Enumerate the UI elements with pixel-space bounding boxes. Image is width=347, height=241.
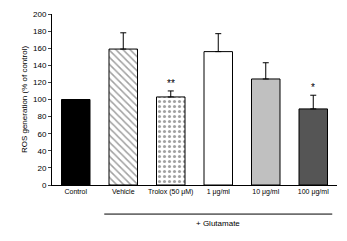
svg-text:140: 140 <box>33 61 47 70</box>
svg-text:Vehicle: Vehicle <box>112 188 135 195</box>
svg-text:1 μg/ml: 1 μg/ml <box>207 188 231 196</box>
svg-text:0: 0 <box>42 181 47 190</box>
svg-text:60: 60 <box>37 130 46 139</box>
svg-text:40: 40 <box>37 147 46 156</box>
svg-text:*: * <box>311 82 315 93</box>
svg-text:200: 200 <box>33 10 47 19</box>
svg-text:10 μg/ml: 10 μg/ml <box>252 188 279 196</box>
svg-text:100: 100 <box>33 95 47 104</box>
svg-text:+ Glutamate: + Glutamate <box>196 219 240 228</box>
svg-text:100 μg/ml: 100 μg/ml <box>298 188 329 196</box>
svg-text:120: 120 <box>33 78 47 87</box>
svg-text:160: 160 <box>33 44 47 53</box>
svg-text:Control: Control <box>64 188 87 195</box>
svg-text:180: 180 <box>33 27 47 36</box>
svg-text:**: ** <box>167 78 175 89</box>
svg-text:20: 20 <box>37 164 46 173</box>
svg-text:ROS generation (% of control): ROS generation (% of control) <box>20 46 29 153</box>
svg-text:80: 80 <box>37 112 46 121</box>
svg-text:Trolox (50 μM): Trolox (50 μM) <box>148 188 193 196</box>
